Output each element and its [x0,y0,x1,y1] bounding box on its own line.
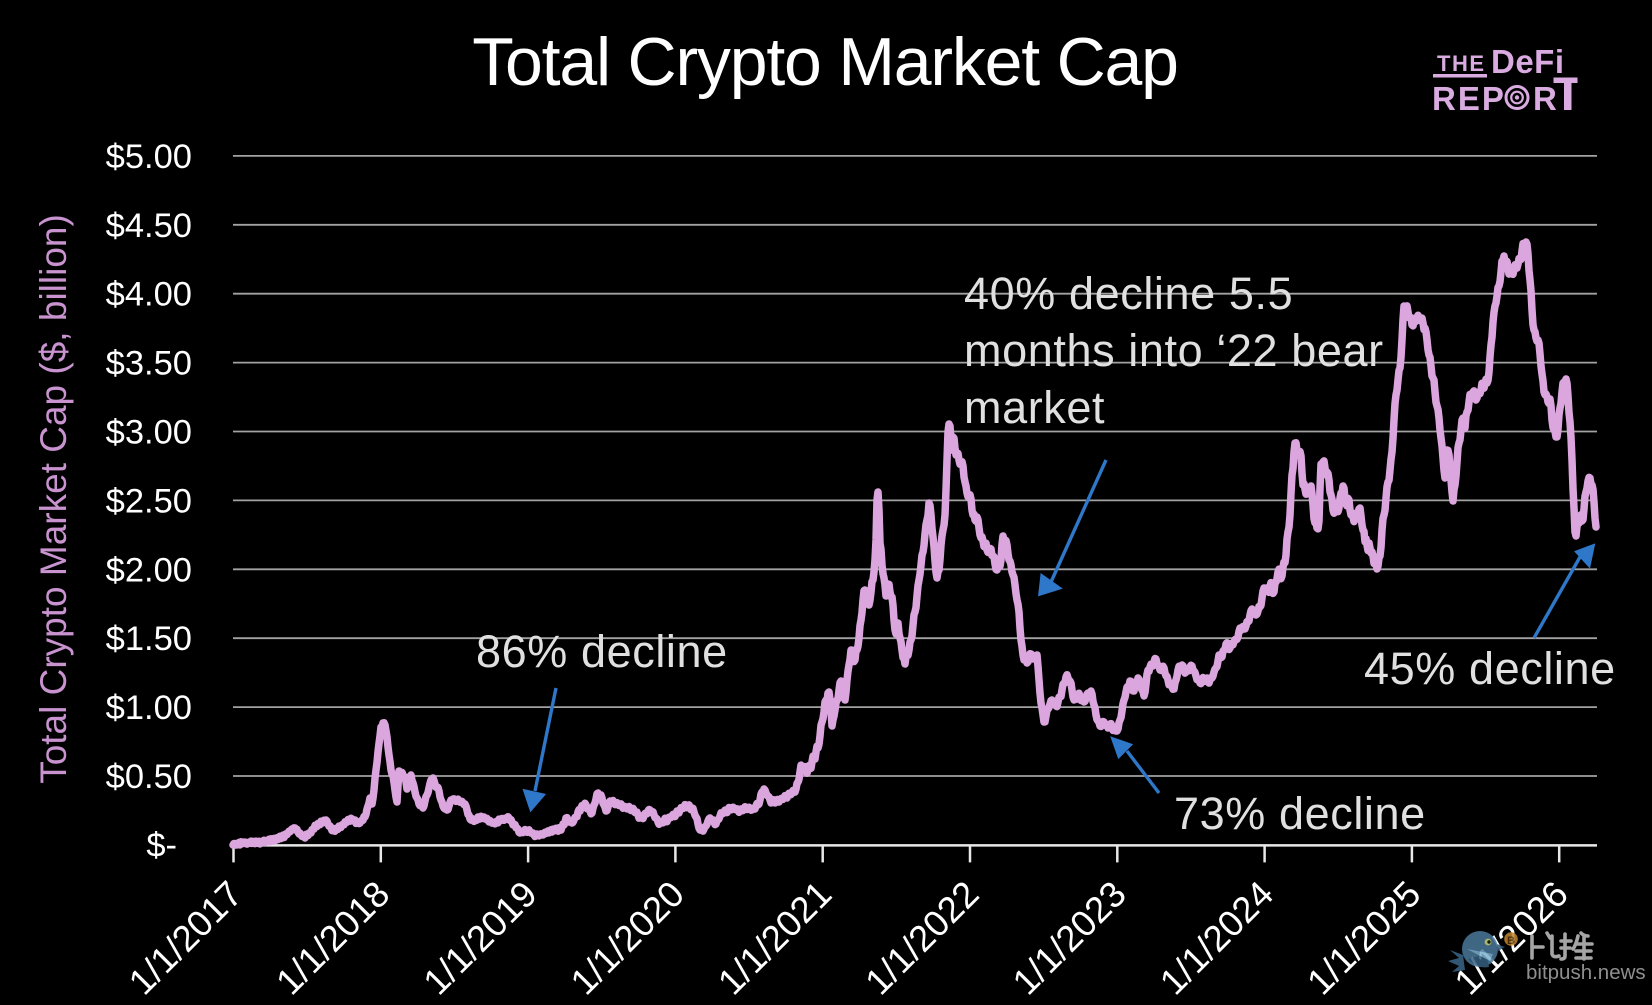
svg-text:$1.50: $1.50 [106,620,192,658]
svg-text:B: B [1507,935,1515,947]
svg-text:86% decline: 86% decline [476,626,728,677]
svg-text:THE: THE [1437,51,1486,76]
svg-text:$4.50: $4.50 [106,207,192,245]
svg-text:months into ‘22 bear: months into ‘22 bear [964,325,1384,376]
svg-text:$4.00: $4.00 [106,276,192,314]
svg-text:$2.00: $2.00 [106,551,192,589]
svg-text:40% decline 5.5: 40% decline 5.5 [964,268,1293,319]
svg-text:$5.00: $5.00 [106,138,192,176]
svg-text:73% decline: 73% decline [1174,788,1426,839]
svg-text:$3.00: $3.00 [106,414,192,452]
svg-text:DeFi: DeFi [1491,43,1565,80]
svg-text:bitpush.news: bitpush.news [1526,961,1646,984]
svg-text:45% decline: 45% decline [1364,643,1616,694]
svg-text:$-: $- [146,826,177,864]
svg-text:Total Crypto Market Cap: Total Crypto Market Cap [472,24,1178,100]
svg-text:$2.50: $2.50 [106,482,192,520]
svg-text:R: R [1533,80,1557,117]
svg-text:REP: REP [1432,80,1506,117]
svg-text:$1.00: $1.00 [106,689,192,727]
svg-text:market: market [964,382,1105,433]
svg-text:Total Crypto Market Cap ($, bi: Total Crypto Market Cap ($, billion) [33,214,74,784]
svg-text:$3.50: $3.50 [106,345,192,383]
svg-text:$0.50: $0.50 [106,758,192,796]
